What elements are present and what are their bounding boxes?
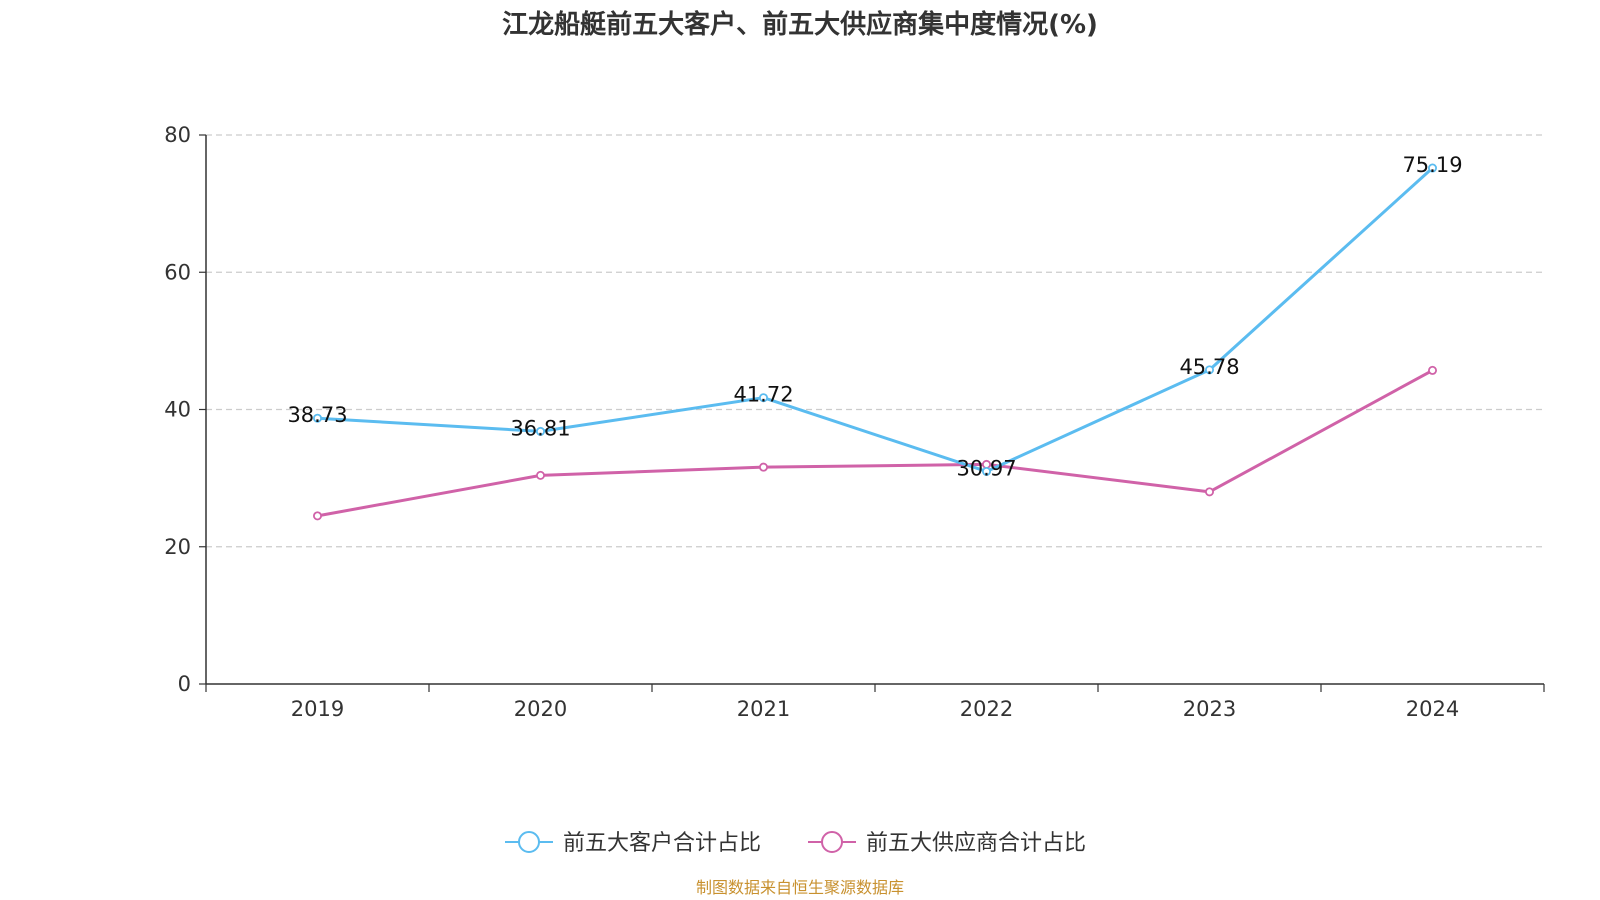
y-tick-label: 80 xyxy=(164,123,191,147)
data-label: 75.19 xyxy=(1402,153,1462,177)
legend[interactable]: 前五大客户合计占比 前五大供应商合计占比 xyxy=(505,831,1086,856)
data-point-0 xyxy=(982,466,992,476)
data-label: 41.72 xyxy=(733,383,793,407)
data-point-0 xyxy=(759,393,769,403)
data-label: 45.78 xyxy=(1179,355,1239,379)
data-point-1 xyxy=(312,511,322,521)
data-label: 30.97 xyxy=(956,456,1016,480)
data-point-0 xyxy=(1428,163,1438,173)
series-line-0 xyxy=(316,166,1434,473)
x-tick-label: 2019 xyxy=(291,697,344,721)
legend-label: 前五大客户合计占比 xyxy=(563,831,761,856)
grid-lines xyxy=(206,134,1544,548)
y-tick-label: 0 xyxy=(178,672,191,696)
y-tick-label: 40 xyxy=(164,398,191,422)
data-point-1 xyxy=(536,470,546,480)
data-point-1 xyxy=(759,462,769,472)
y-tick-label: 20 xyxy=(164,535,191,559)
x-tick-label: 2022 xyxy=(960,697,1013,721)
data-point-1 xyxy=(1428,365,1438,375)
y-tick-label: 60 xyxy=(164,260,191,284)
x-tick-label: 2020 xyxy=(514,697,567,721)
legend-swatch-marker xyxy=(518,831,540,853)
series-line-1 xyxy=(316,368,1434,518)
x-tick-label: 2024 xyxy=(1406,697,1459,721)
x-tick-label: 2023 xyxy=(1183,697,1236,721)
x-tick-label: 2021 xyxy=(737,697,790,721)
legend-swatch-marker xyxy=(821,831,843,853)
data-point-0 xyxy=(536,426,546,436)
data-point-1 xyxy=(1205,487,1215,497)
data-labels: 38.73 36.81 41.72 30.97 45.78 75.19 xyxy=(287,153,1462,480)
axes: 0 20 40 60 80 2019 2020 2021 2022 2023 2024 xyxy=(164,123,1545,721)
legend-label: 前五大供应商合计占比 xyxy=(866,831,1086,856)
data-point-0 xyxy=(1205,365,1215,375)
data-label: 38.73 xyxy=(287,403,347,427)
series-lines xyxy=(312,163,1438,521)
data-label: 36.81 xyxy=(510,416,570,440)
chart-title: 江龙船艇前五大客户、前五大供应商集中度情况(%) xyxy=(502,9,1098,40)
source-note: 制图数据来自恒生聚源数据库 xyxy=(696,878,904,897)
data-point-0 xyxy=(312,413,322,423)
